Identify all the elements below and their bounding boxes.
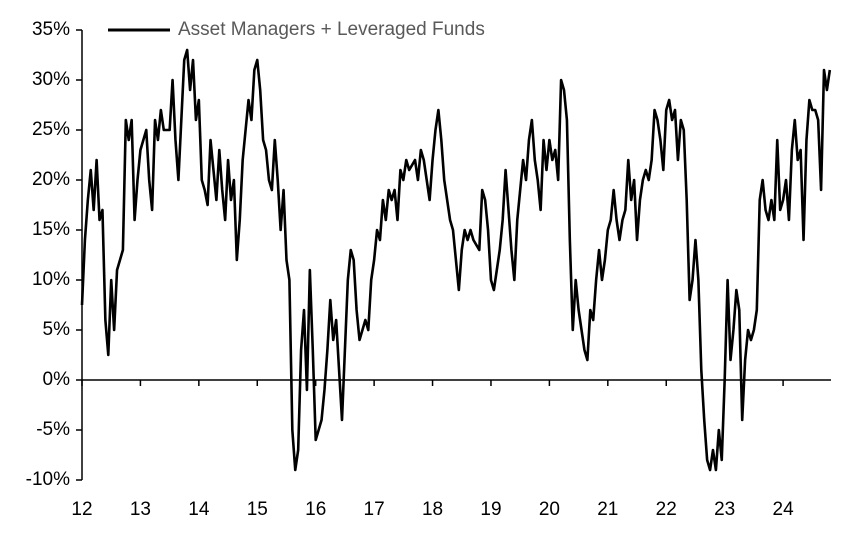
y-tick-label: 25% <box>32 119 70 140</box>
x-tick-label: 15 <box>247 499 268 520</box>
x-tick-label: 18 <box>422 499 443 520</box>
y-tick-label: -5% <box>36 419 70 440</box>
x-tick-label: 20 <box>539 499 560 520</box>
x-tick-label: 13 <box>130 499 151 520</box>
y-tick-label: 15% <box>32 219 70 240</box>
x-tick-label: 16 <box>305 499 326 520</box>
y-tick-label: 0% <box>43 369 71 390</box>
series-line <box>80 48 832 472</box>
x-tick-label: 17 <box>364 499 385 520</box>
y-tick-label: 30% <box>32 69 70 90</box>
x-tick-label: 23 <box>714 499 735 520</box>
y-tick-label: -10% <box>26 469 70 490</box>
x-tick-label: 14 <box>188 499 210 520</box>
y-tick-label: 35% <box>32 19 70 40</box>
x-tick-label: 12 <box>71 499 92 520</box>
y-tick-label: 20% <box>32 169 70 190</box>
x-tick-label: 21 <box>597 499 618 520</box>
x-tick-label: 22 <box>656 499 677 520</box>
y-tick-label: 5% <box>43 319 71 340</box>
x-tick-label: 24 <box>773 499 795 520</box>
y-tick-label: 10% <box>32 269 70 290</box>
legend-label: Asset Managers + Leveraged Funds <box>178 19 485 40</box>
x-tick-label: 19 <box>480 499 501 520</box>
